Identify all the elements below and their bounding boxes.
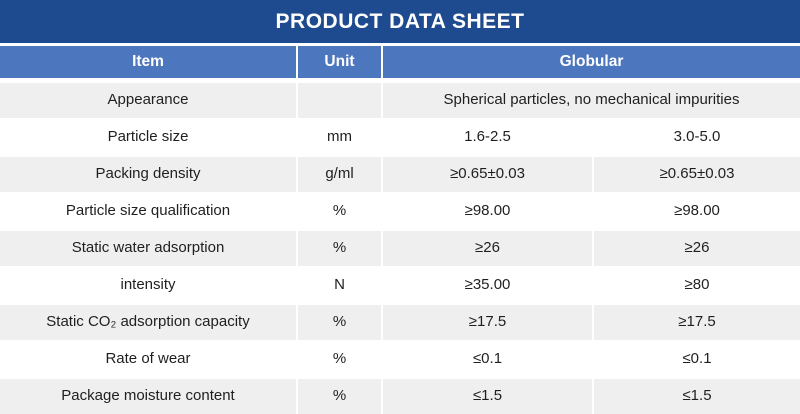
value-cell: ≥98.00 bbox=[383, 194, 592, 229]
value-cell: ≥98.00 bbox=[594, 194, 800, 229]
value-cell: ≥17.5 bbox=[383, 305, 592, 340]
value-cell: 1.6-2.5 bbox=[383, 120, 592, 155]
unit-cell: % bbox=[298, 194, 381, 229]
unit-cell: % bbox=[298, 379, 381, 414]
unit-cell bbox=[298, 83, 381, 118]
item-cell: Appearance bbox=[0, 83, 296, 118]
item-cell: Static water adsorption bbox=[0, 231, 296, 266]
item-cell: intensity bbox=[0, 268, 296, 303]
value-cell: ≥0.65±0.03 bbox=[594, 157, 800, 192]
value-cell: ≤0.1 bbox=[383, 342, 592, 377]
value-cell: ≥0.65±0.03 bbox=[383, 157, 592, 192]
value-cell: ≥80 bbox=[594, 268, 800, 303]
data-table: Item Unit Globular Appearance Spherical … bbox=[0, 46, 800, 414]
title-bar: PRODUCT DATA SHEET bbox=[0, 0, 800, 43]
item-cell: Rate of wear bbox=[0, 342, 296, 377]
column-header-globular: Globular bbox=[383, 46, 800, 78]
item-cell: Particle size qualification bbox=[0, 194, 296, 229]
unit-cell: % bbox=[298, 305, 381, 340]
value-cell: ≥17.5 bbox=[594, 305, 800, 340]
value-cell: ≤1.5 bbox=[594, 379, 800, 414]
item-cell: Static CO₂ adsorption capacity bbox=[0, 305, 296, 340]
unit-cell: % bbox=[298, 231, 381, 266]
value-cell-span: Spherical particles, no mechanical impur… bbox=[383, 83, 800, 118]
value-cell: 3.0-5.0 bbox=[594, 120, 800, 155]
value-cell: ≥26 bbox=[383, 231, 592, 266]
item-cell: Packing density bbox=[0, 157, 296, 192]
page-title: PRODUCT DATA SHEET bbox=[275, 9, 525, 33]
column-header-item: Item bbox=[0, 46, 296, 78]
value-cell: ≥26 bbox=[594, 231, 800, 266]
unit-cell: % bbox=[298, 342, 381, 377]
unit-cell: g/ml bbox=[298, 157, 381, 192]
value-cell: ≤1.5 bbox=[383, 379, 592, 414]
item-cell: Particle size bbox=[0, 120, 296, 155]
item-cell: Package moisture content bbox=[0, 379, 296, 414]
value-cell: ≤0.1 bbox=[594, 342, 800, 377]
unit-cell: N bbox=[298, 268, 381, 303]
value-cell: ≥35.00 bbox=[383, 268, 592, 303]
column-header-unit: Unit bbox=[298, 46, 381, 78]
unit-cell: mm bbox=[298, 120, 381, 155]
